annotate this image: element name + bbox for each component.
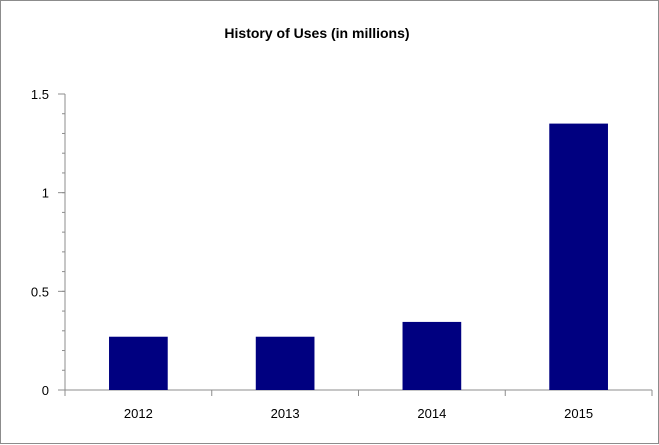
y-tick-label: 1.5 [31,87,49,102]
x-tick-label: 2014 [417,406,446,421]
bar-2014 [402,321,462,390]
y-tick-label: 0.5 [31,284,49,299]
x-tick-label: 2013 [271,406,300,421]
x-tick-label: 2012 [124,406,153,421]
x-tick-labels: 2012 2013 2014 2015 [124,406,593,421]
x-tick-label: 2015 [564,406,593,421]
bar-2015 [549,123,608,390]
bars [109,123,608,390]
y-tick-label: 1 [42,186,49,201]
y-tick-labels: 0 0.5 1 1.5 [31,87,49,398]
bar-2013 [255,336,315,390]
y-tick-label: 0 [42,383,49,398]
bar-2012 [109,336,168,390]
chart-title: History of Uses (in millions) [224,25,409,41]
